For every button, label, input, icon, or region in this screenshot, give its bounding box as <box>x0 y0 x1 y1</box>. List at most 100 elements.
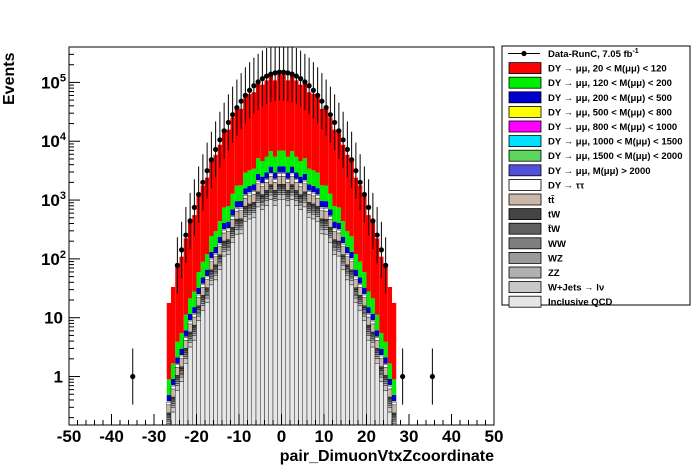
data-point <box>247 87 253 93</box>
histogram-bar <box>226 221 231 228</box>
histogram-bar <box>247 214 252 220</box>
histogram-bar <box>222 207 227 224</box>
legend-label: W+Jets → lν <box>548 283 604 294</box>
data-point <box>374 232 380 238</box>
histogram-bar <box>179 358 184 367</box>
histogram-bar <box>307 184 312 191</box>
data-point <box>336 128 342 134</box>
histogram-bar <box>268 192 274 196</box>
histogram-bar <box>353 291 359 295</box>
legend-swatch <box>508 266 542 279</box>
histogram-bar <box>255 198 261 201</box>
histogram-bar <box>179 333 184 349</box>
histogram-bar <box>332 245 337 249</box>
histogram-bar <box>213 154 218 232</box>
histogram-bar <box>387 407 393 413</box>
histogram-bar <box>230 219 235 228</box>
data-point <box>255 79 261 85</box>
histogram-bar <box>200 305 206 311</box>
histogram-bar <box>341 236 346 244</box>
histogram-bar <box>209 280 214 286</box>
histogram-bar <box>336 230 342 234</box>
histogram-bar <box>298 194 303 197</box>
histogram-bar <box>332 231 337 240</box>
histogram-bar <box>247 195 252 205</box>
histogram-bar <box>205 254 210 270</box>
histogram-bar <box>281 190 286 193</box>
data-point <box>306 83 312 89</box>
histogram-bar <box>391 419 397 422</box>
histogram-bar <box>187 335 193 339</box>
histogram-bar <box>213 246 218 254</box>
histogram-bar <box>247 170 252 186</box>
histogram-bar <box>217 236 222 244</box>
histogram-bar <box>183 356 189 359</box>
histogram-bar <box>196 297 201 306</box>
histogram-bar <box>375 330 380 337</box>
histogram-bar <box>175 379 180 382</box>
histogram-bar <box>345 271 350 274</box>
histogram-bar <box>290 74 295 151</box>
x-tick-label: -40 <box>99 427 124 446</box>
x-axis: -50 -40 -30 -20 -10 0 10 20 30 40 50 <box>57 414 503 446</box>
histogram-bar <box>234 233 240 426</box>
histogram-bar <box>251 92 256 169</box>
histogram-bar <box>285 205 291 426</box>
histogram-bar <box>387 403 393 406</box>
histogram-bar <box>179 374 184 378</box>
histogram-bar <box>349 251 354 259</box>
histogram-bar <box>213 256 218 266</box>
histogram-bar <box>298 161 303 177</box>
histogram-bar <box>357 287 363 296</box>
histogram-bar <box>264 198 269 201</box>
histogram-bar <box>323 210 329 220</box>
histogram-bar <box>374 337 380 341</box>
histogram-bar <box>213 266 218 270</box>
histogram-bar <box>239 108 244 186</box>
histogram-bar <box>221 248 227 252</box>
histogram-bar <box>328 209 333 216</box>
x-tick-label: 0 <box>277 427 286 446</box>
histogram-bar <box>243 207 248 211</box>
histogram-bar <box>234 185 239 202</box>
histogram-bar <box>319 210 325 220</box>
histogram-bar <box>170 400 176 404</box>
histogram-bar <box>209 236 214 252</box>
histogram-bar <box>366 291 371 308</box>
histogram-bar <box>298 186 303 195</box>
histogram-bar <box>204 279 210 288</box>
histogram-bar <box>209 277 214 281</box>
histogram-bar <box>251 217 257 426</box>
histogram-bar <box>272 205 278 426</box>
histogram-bar <box>272 194 278 197</box>
histogram-bar <box>205 269 210 276</box>
histogram-bar <box>332 249 337 255</box>
histogram-bar <box>328 233 333 236</box>
histogram-bar <box>187 338 193 341</box>
histogram-bar <box>183 340 189 349</box>
histogram-bar <box>362 311 367 315</box>
histogram-bar <box>268 176 274 185</box>
histogram-bar <box>328 237 333 243</box>
histogram-bar <box>349 271 354 275</box>
histogram-bar <box>230 237 235 243</box>
histogram-bar <box>171 287 176 364</box>
histogram-bar <box>357 310 363 426</box>
histogram-bar <box>298 198 303 202</box>
histogram-bar <box>260 196 265 199</box>
histogram-bar <box>188 298 193 314</box>
histogram-bar <box>170 403 176 406</box>
histogram-bar <box>289 188 295 192</box>
histogram-bar <box>209 159 214 237</box>
histogram-bar <box>319 200 324 208</box>
histogram-bar <box>374 348 380 351</box>
histogram-bar <box>204 293 210 297</box>
histogram-bar <box>213 268 218 272</box>
histogram-bar <box>391 402 397 406</box>
data-point <box>196 191 202 198</box>
histogram-bar <box>239 200 244 208</box>
legend-swatch <box>508 135 542 148</box>
histogram-bar <box>345 246 350 254</box>
histogram-bar <box>311 93 316 171</box>
histogram-bar <box>294 198 299 201</box>
